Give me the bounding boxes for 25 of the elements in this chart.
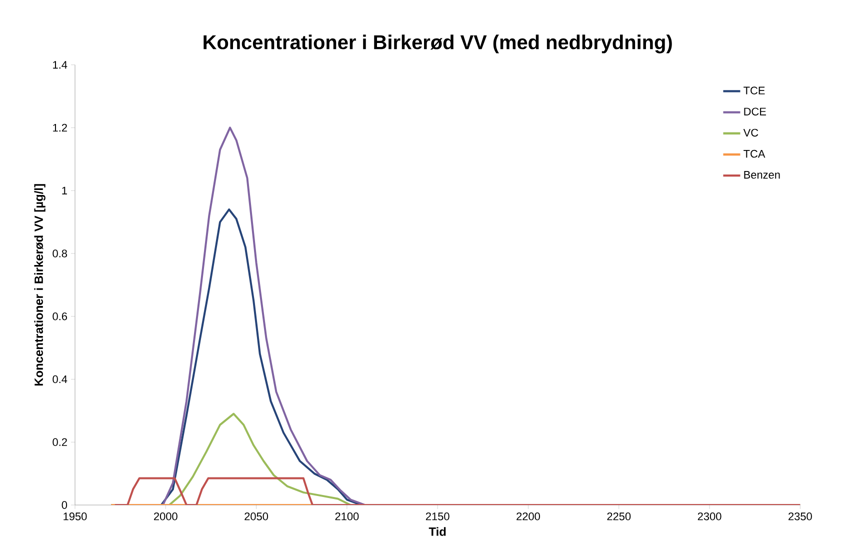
x-tick-label: 2250	[607, 512, 631, 520]
x-tick-label: 2200	[516, 512, 540, 520]
y-tick-label: 0.2	[52, 438, 67, 446]
y-tick-label: 0	[62, 501, 68, 509]
y-tick-label: 0.8	[52, 250, 68, 258]
legend-label: Benzen	[744, 171, 780, 179]
x-tick-label: 2300	[698, 512, 722, 520]
y-tick-label: 0.4	[52, 375, 68, 384]
chart-title: Koncentrationer i Birkerød VV (med nedbrydning)	[204, 34, 672, 54]
x-tick-label: 2000	[154, 512, 178, 520]
x-tick-label: 2050	[244, 512, 268, 520]
legend-label: VC	[743, 128, 758, 137]
x-tick-label: 2150	[426, 512, 450, 520]
y-tick-label: 1.4	[53, 61, 68, 69]
x-tick-label: 2350	[788, 512, 812, 520]
legend-label: TCE	[744, 86, 765, 94]
x-tick-label: 1950	[64, 512, 87, 520]
legend-label: TCA	[744, 150, 766, 158]
y-tick-label: 1.2	[53, 124, 67, 132]
legend-label: DCE	[744, 108, 766, 116]
y-tick-label: 0.6	[52, 312, 68, 320]
x-axis-title: Tid	[428, 527, 446, 536]
y-tick-label: 1	[62, 186, 67, 194]
y-axis-title: Koncentrationer i Birkerød VV [µg/l]	[34, 184, 46, 386]
x-tick-label: 2100	[335, 512, 359, 520]
